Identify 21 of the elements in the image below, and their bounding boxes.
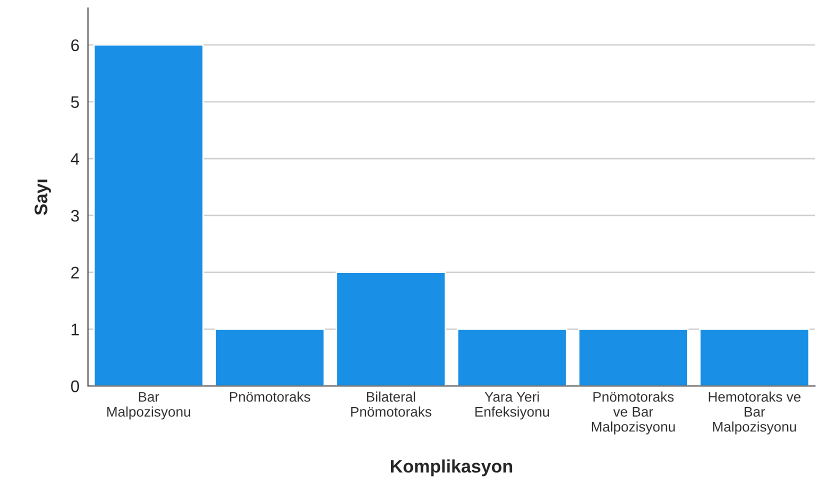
y-axis-title: Sayı: [34, 180, 51, 216]
bar: [456, 328, 568, 386]
y-tick-label: 4: [70, 153, 80, 165]
x-tick-label: Pnömotoraks: [230, 392, 310, 402]
y-tick-label: 2: [71, 266, 79, 278]
x-tick-label: Yara Yeri Enfeksiyonu: [475, 392, 549, 420]
y-tick-label: 0: [71, 380, 80, 392]
x-axis-title: Komplikasyon: [391, 459, 512, 476]
x-tick-label: Hemotoraks ve Bar Malpozisyonu: [708, 392, 800, 434]
x-tick-label: Bilateral Pnömotoraks: [351, 392, 432, 417]
bar: [699, 328, 810, 386]
bar: [578, 328, 688, 386]
y-tick-label: 3: [71, 210, 79, 222]
x-tick-label: Bar Malpozisyonu: [107, 392, 190, 420]
x-tick-label: Pnömotoraks ve Bar Malpozisyonu: [592, 392, 675, 434]
bar: [336, 272, 446, 386]
y-tick-label: 6: [71, 39, 79, 52]
bar: [214, 328, 325, 386]
y-tick-label: 5: [71, 96, 79, 108]
y-tick-label: 1: [72, 324, 79, 336]
bar: [93, 44, 204, 386]
